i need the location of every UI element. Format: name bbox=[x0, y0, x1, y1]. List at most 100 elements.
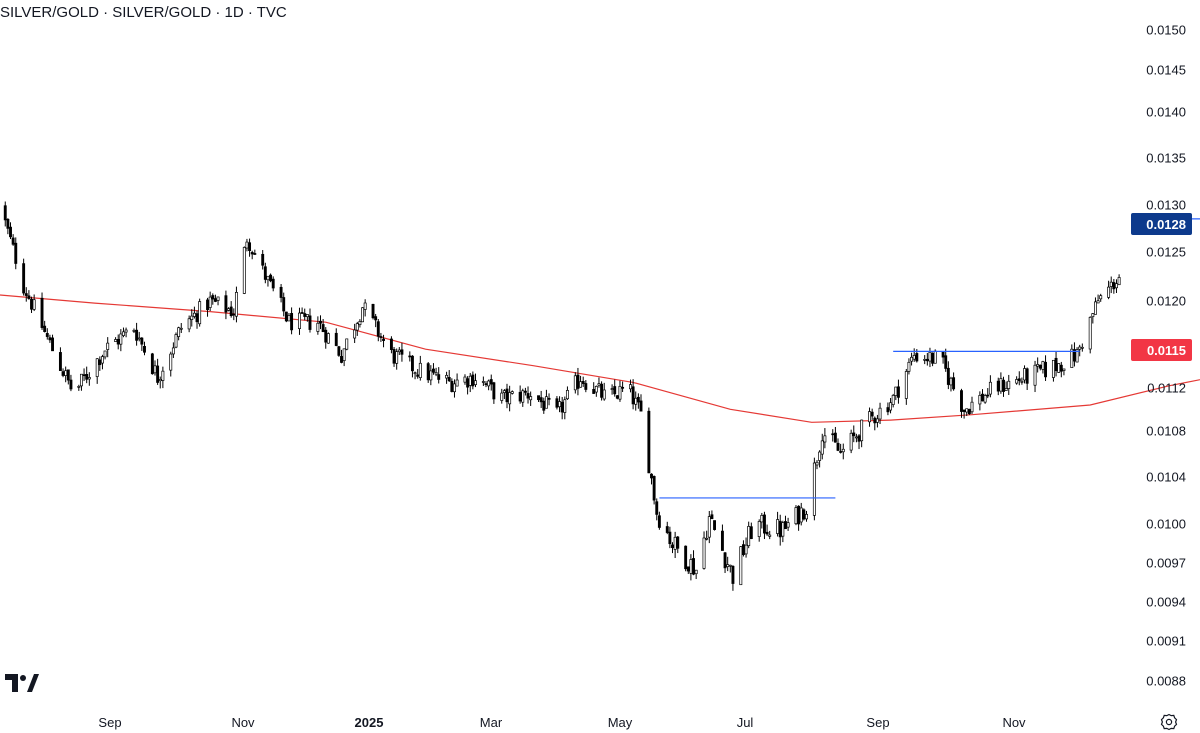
candle bbox=[1062, 368, 1066, 376]
candle bbox=[1051, 359, 1055, 382]
candle bbox=[665, 521, 669, 535]
price-badges-layer: 0.0128 0.0115 bbox=[1131, 213, 1192, 361]
x-tick-label: 2025 bbox=[355, 715, 384, 730]
candle bbox=[944, 348, 948, 372]
candle bbox=[710, 510, 714, 520]
candle bbox=[1044, 355, 1047, 381]
price-axis[interactable]: 0.0150 0.0145 0.0140 0.0135 0.0130 0.0125 0.01… bbox=[1146, 23, 1186, 689]
candle bbox=[263, 262, 267, 284]
candle bbox=[910, 352, 914, 366]
candle bbox=[891, 393, 895, 408]
candle bbox=[631, 379, 635, 410]
candle bbox=[282, 292, 286, 317]
candle bbox=[907, 358, 911, 375]
y-tick-label: 0.0130 bbox=[1146, 198, 1186, 213]
candle bbox=[290, 307, 294, 335]
candle bbox=[960, 388, 963, 418]
candle bbox=[889, 397, 893, 414]
candle bbox=[85, 366, 89, 384]
time-axis[interactable]: Sep Nov 2025 Mar May Jul Sep Nov bbox=[98, 715, 1026, 730]
candle bbox=[621, 381, 625, 392]
candle bbox=[429, 365, 433, 386]
y-tick-label: 0.0097 bbox=[1146, 556, 1186, 571]
candle bbox=[279, 284, 283, 303]
y-tick-label: 0.0104 bbox=[1146, 470, 1186, 485]
candle bbox=[613, 379, 617, 397]
x-tick-label: Nov bbox=[231, 715, 255, 730]
candle bbox=[763, 511, 766, 540]
candle bbox=[135, 322, 139, 346]
candle bbox=[799, 502, 803, 526]
candle bbox=[610, 384, 614, 395]
candle bbox=[1007, 374, 1011, 395]
candle bbox=[668, 526, 672, 549]
candle bbox=[9, 222, 12, 240]
candle bbox=[445, 371, 449, 384]
candle bbox=[337, 345, 341, 357]
candle bbox=[253, 249, 257, 255]
candle bbox=[11, 234, 15, 246]
candle bbox=[981, 389, 984, 402]
candle bbox=[64, 366, 68, 383]
candle bbox=[3, 201, 7, 227]
candle bbox=[1038, 364, 1042, 371]
candle bbox=[836, 438, 840, 452]
candle bbox=[931, 352, 935, 367]
candle bbox=[308, 308, 312, 333]
candle bbox=[594, 385, 598, 397]
candle bbox=[24, 287, 28, 302]
candle bbox=[952, 372, 956, 391]
candle bbox=[629, 379, 632, 393]
candle bbox=[671, 542, 674, 554]
candle bbox=[579, 375, 583, 388]
candle bbox=[776, 511, 780, 537]
candle bbox=[760, 512, 764, 529]
candle bbox=[342, 348, 346, 367]
candle bbox=[395, 348, 399, 370]
candle bbox=[875, 414, 879, 428]
candle bbox=[904, 368, 908, 405]
candle bbox=[79, 373, 83, 391]
candle bbox=[463, 374, 467, 385]
candle bbox=[211, 293, 215, 305]
candle bbox=[794, 505, 798, 526]
candle bbox=[174, 332, 178, 349]
last-price-badge: 0.0128 bbox=[1131, 213, 1192, 235]
candle bbox=[505, 383, 509, 409]
candle bbox=[684, 545, 688, 572]
candle bbox=[82, 368, 86, 382]
candle bbox=[1017, 371, 1021, 386]
candle bbox=[786, 517, 790, 531]
candle bbox=[1080, 343, 1084, 352]
candle bbox=[1075, 347, 1079, 363]
candle bbox=[812, 457, 816, 521]
candle bbox=[143, 341, 146, 356]
candle bbox=[177, 326, 181, 341]
candle bbox=[986, 388, 990, 399]
candle bbox=[434, 367, 438, 377]
candle bbox=[500, 388, 504, 404]
candle bbox=[418, 355, 422, 381]
x-tick-label: Nov bbox=[1002, 715, 1026, 730]
candle bbox=[1059, 361, 1063, 378]
candle bbox=[537, 395, 540, 402]
candle bbox=[526, 386, 530, 404]
candle bbox=[437, 367, 441, 384]
settings-gear-icon[interactable] bbox=[1160, 713, 1178, 731]
y-tick-label: 0.0094 bbox=[1146, 595, 1186, 610]
candle bbox=[1091, 312, 1095, 324]
candle bbox=[40, 292, 44, 330]
candle bbox=[584, 380, 588, 393]
candle bbox=[597, 377, 601, 388]
candle bbox=[124, 327, 128, 338]
candle bbox=[868, 407, 871, 427]
candle bbox=[741, 540, 745, 557]
candle bbox=[592, 382, 596, 394]
candle bbox=[941, 351, 945, 364]
candle bbox=[692, 550, 695, 576]
candle bbox=[781, 520, 785, 543]
y-tick-label: 0.0091 bbox=[1146, 634, 1186, 649]
candle bbox=[647, 407, 651, 474]
candle bbox=[894, 386, 898, 401]
